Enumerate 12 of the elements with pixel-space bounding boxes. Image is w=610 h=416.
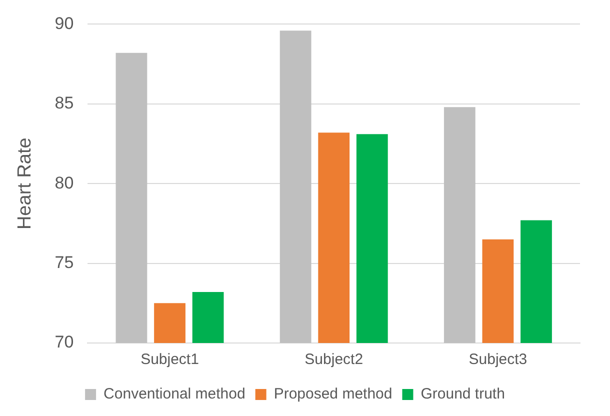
y-tick-label: 80 bbox=[54, 173, 74, 192]
y-tick-label: 70 bbox=[54, 332, 74, 352]
x-tick-label: Subject1 bbox=[140, 351, 199, 368]
x-tick-label: Subject2 bbox=[304, 351, 364, 368]
y-tick-label: 75 bbox=[54, 252, 74, 272]
legend-label: Ground truth bbox=[420, 386, 505, 403]
x-tick-label: Subject3 bbox=[468, 351, 528, 368]
y-tick-label: 85 bbox=[54, 94, 74, 113]
legend-label: Proposed method bbox=[274, 386, 392, 403]
legend-label: Conventional method bbox=[104, 386, 246, 403]
y-tick-label: 90 bbox=[54, 14, 74, 33]
y-axis-title: Heart Rate bbox=[14, 138, 36, 230]
